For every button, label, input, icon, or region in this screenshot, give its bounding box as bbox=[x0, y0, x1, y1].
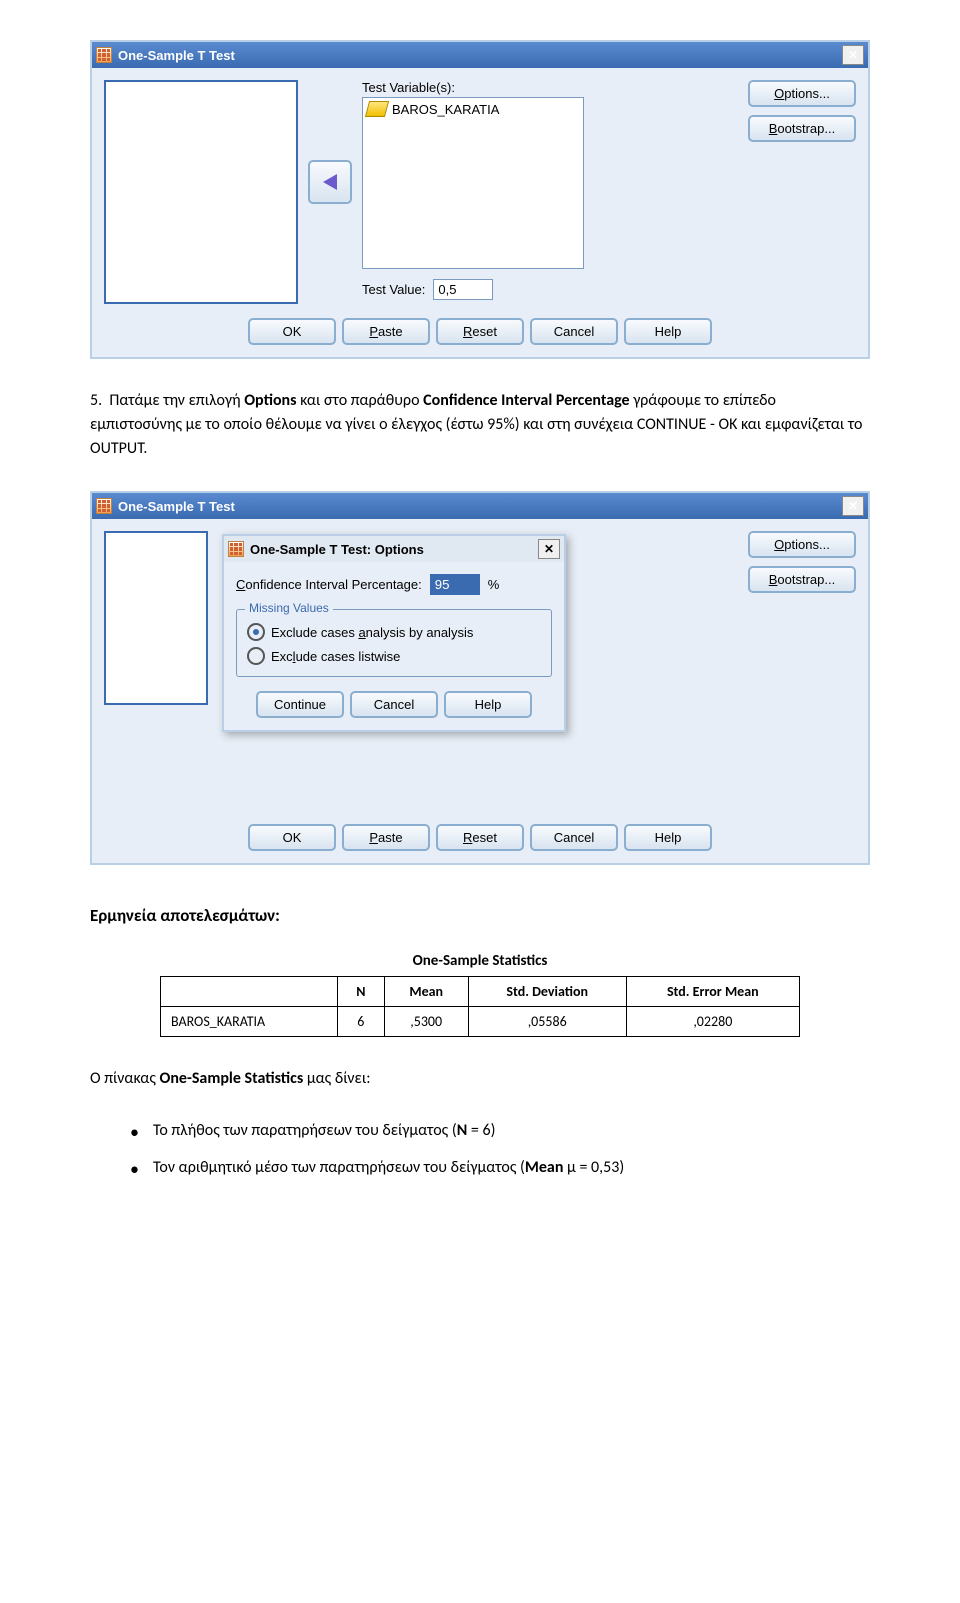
col-n: N bbox=[338, 977, 385, 1007]
one-sample-t-test-dialog: One-Sample T Test ✕ Test Variable(s): BA… bbox=[90, 40, 870, 359]
help-button[interactable]: Help bbox=[444, 691, 532, 718]
options-button[interactable]: Options... bbox=[748, 80, 856, 107]
table-header-row: N Mean Std. Deviation Std. Error Mean bbox=[161, 977, 800, 1007]
cell-varname: BAROS_KARATIA bbox=[161, 1007, 338, 1037]
pct-label: % bbox=[488, 577, 500, 592]
paste-button[interactable]: Paste bbox=[342, 318, 430, 345]
close-icon[interactable]: ✕ bbox=[842, 45, 864, 65]
help-button[interactable]: Help bbox=[624, 824, 712, 851]
ok-button[interactable]: OK bbox=[248, 824, 336, 851]
instruction-text: 5. Πατάμε την επιλογή Options και στο πα… bbox=[90, 389, 870, 461]
bullet-item: • Το πλήθος των παρατηρήσεων του δείγματ… bbox=[130, 1121, 870, 1144]
bootstrap-button[interactable]: Bootstrap... bbox=[748, 566, 856, 593]
titlebar: One-Sample T Test ✕ bbox=[92, 42, 868, 68]
cell-stddev: ,05586 bbox=[468, 1007, 626, 1037]
radio-exclude-analysis[interactable]: Exclude cases analysis by analysis bbox=[247, 620, 541, 644]
spss-icon bbox=[228, 541, 244, 557]
spss-icon bbox=[96, 47, 112, 63]
col-blank bbox=[161, 977, 338, 1007]
dialog-title: One-Sample T Test bbox=[118, 48, 235, 63]
missing-values-group: Missing Values Exclude cases analysis by… bbox=[236, 609, 552, 677]
bullet-icon: • bbox=[130, 1121, 139, 1144]
source-variable-list[interactable] bbox=[104, 531, 208, 705]
paste-button[interactable]: Paste bbox=[342, 824, 430, 851]
one-sample-t-test-dialog-2: One-Sample T Test ✕ Options... Bootstrap… bbox=[90, 491, 870, 865]
col-stderr: Std. Error Mean bbox=[626, 977, 799, 1007]
titlebar: One-Sample T Test ✕ bbox=[92, 493, 868, 519]
inner-titlebar: One-Sample T Test: Options ✕ bbox=[224, 536, 564, 562]
spss-icon bbox=[96, 498, 112, 514]
reset-button[interactable]: Reset bbox=[436, 824, 524, 851]
col-mean: Mean bbox=[384, 977, 468, 1007]
radio-icon bbox=[247, 623, 265, 641]
close-icon[interactable]: ✕ bbox=[538, 539, 560, 559]
stats-caption: One-Sample Statistics bbox=[90, 946, 870, 976]
options-dialog: One-Sample T Test: Options ✕ Confidence … bbox=[222, 534, 566, 732]
missing-values-legend: Missing Values bbox=[245, 601, 333, 615]
radio-icon bbox=[247, 647, 265, 665]
variable-name: BAROS_KARATIA bbox=[392, 102, 499, 117]
cell-mean: ,5300 bbox=[384, 1007, 468, 1037]
options-label: ptions... bbox=[784, 86, 830, 101]
ci-input[interactable] bbox=[430, 574, 480, 595]
bullet-text: Τον αριθμητικό μέσο των παρατηρήσεων του… bbox=[153, 1158, 624, 1177]
options-button[interactable]: Options... bbox=[748, 531, 856, 558]
reset-button[interactable]: Reset bbox=[436, 318, 524, 345]
bootstrap-button[interactable]: Bootstrap... bbox=[748, 115, 856, 142]
bootstrap-label: ootstrap... bbox=[777, 121, 835, 136]
table-row: BAROS_KARATIA 6 ,5300 ,05586 ,02280 bbox=[161, 1007, 800, 1037]
ci-label: Confidence Interval Percentage: bbox=[236, 577, 422, 592]
bullet-item: • Τον αριθμητικό μέσο των παρατηρήσεων τ… bbox=[130, 1158, 870, 1181]
test-variables-list[interactable]: BAROS_KARATIA bbox=[362, 97, 584, 269]
bullet-text: Το πλήθος των παρατηρήσεων του δείγματος… bbox=[153, 1121, 495, 1140]
help-button[interactable]: Help bbox=[624, 318, 712, 345]
cell-n: 6 bbox=[338, 1007, 385, 1037]
one-sample-statistics-table: N Mean Std. Deviation Std. Error Mean BA… bbox=[160, 976, 800, 1037]
transfer-left-button[interactable] bbox=[308, 160, 352, 204]
cancel-button[interactable]: Cancel bbox=[350, 691, 438, 718]
continue-button[interactable]: Continue bbox=[256, 691, 344, 718]
source-variable-list[interactable] bbox=[104, 80, 298, 304]
arrow-left-icon bbox=[323, 174, 337, 190]
cell-stderr: ,02280 bbox=[626, 1007, 799, 1037]
bullet-icon: • bbox=[130, 1158, 139, 1181]
ruler-icon bbox=[365, 101, 389, 117]
table-explanation: Ο πίνακας One-Sample Statistics μας δίνε… bbox=[90, 1067, 870, 1091]
radio-exclude-listwise[interactable]: Exclude cases listwise bbox=[247, 644, 541, 668]
radio-label: Exclude cases analysis by analysis bbox=[271, 625, 473, 640]
test-variables-label: Test Variable(s): bbox=[362, 80, 728, 95]
inner-dialog-title: One-Sample T Test: Options bbox=[250, 542, 424, 557]
radio-label: Exclude cases listwise bbox=[271, 649, 400, 664]
results-heading: Ερμηνεία αποτελεσμάτων: bbox=[90, 905, 870, 926]
cancel-button[interactable]: Cancel bbox=[530, 824, 618, 851]
col-stddev: Std. Deviation bbox=[468, 977, 626, 1007]
ok-button[interactable]: OK bbox=[248, 318, 336, 345]
close-icon[interactable]: ✕ bbox=[842, 496, 864, 516]
dialog-title: One-Sample T Test bbox=[118, 499, 235, 514]
variable-item[interactable]: BAROS_KARATIA bbox=[363, 98, 583, 120]
test-value-label: Test Value: bbox=[362, 282, 425, 297]
cancel-button[interactable]: Cancel bbox=[530, 318, 618, 345]
test-value-input[interactable] bbox=[433, 279, 493, 300]
